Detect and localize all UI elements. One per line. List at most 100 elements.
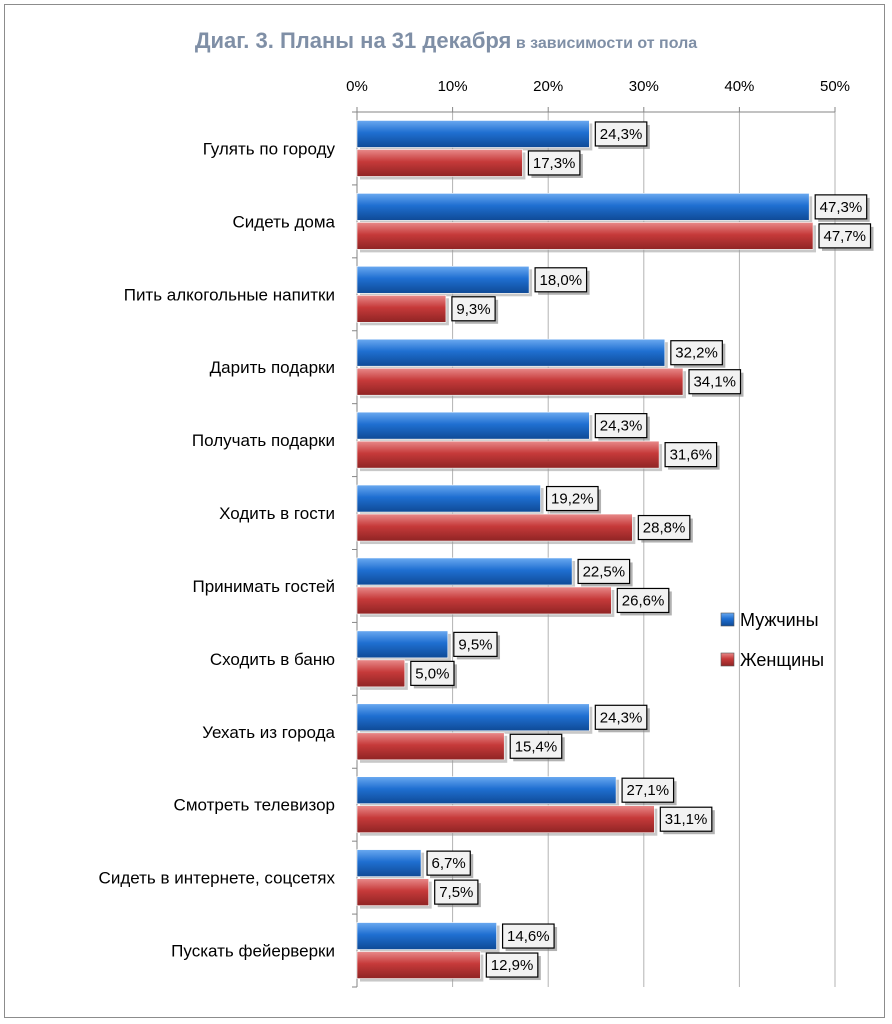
bar-women	[356, 732, 505, 761]
category-label: Уехать из города	[202, 723, 335, 742]
x-tick-label: 30%	[629, 78, 659, 95]
legend-label-women: Женщины	[740, 650, 824, 670]
data-label-box	[485, 952, 539, 978]
bar-men	[356, 703, 590, 732]
axes: 0% 10% 20% 30% 40% 50%	[346, 78, 850, 988]
data-label-box	[594, 413, 648, 439]
data-label: 6,7%	[432, 855, 466, 872]
chart-title: Диаг. 3. Планы на 31 декабря в зависимос…	[0, 28, 892, 54]
x-tick-label: 50%	[820, 78, 850, 95]
data-label: 31,6%	[670, 447, 713, 464]
data-label-box	[410, 660, 455, 686]
data-label-box	[577, 558, 631, 585]
bar-women	[356, 294, 447, 323]
category-label: Пить алкогольные напитки	[124, 285, 335, 304]
data-label: 22,5%	[583, 563, 626, 580]
category-label: Сидеть в интернете, соцсетях	[99, 869, 336, 888]
data-label-box	[434, 879, 479, 905]
bar-men	[356, 193, 810, 221]
data-label-box	[664, 442, 718, 468]
data-label-box	[453, 631, 498, 657]
data-label: 31,1%	[665, 811, 708, 828]
category-label: Ходить в гости	[219, 504, 335, 523]
data-label: 24,3%	[600, 709, 643, 726]
data-label: 12,9%	[491, 957, 534, 974]
bar-women	[356, 659, 406, 688]
data-label: 5,0%	[415, 665, 449, 682]
data-label: 14,6%	[507, 928, 550, 945]
data-label-box	[688, 369, 742, 395]
legend-swatch-men	[720, 612, 735, 627]
data-label-box	[501, 923, 555, 949]
category-label: Гулять по городу	[203, 139, 336, 158]
bar-men	[356, 922, 497, 950]
bar-women	[356, 586, 612, 615]
data-label-box	[594, 704, 648, 730]
category-label: Принимать гостей	[192, 577, 335, 596]
gridlines	[452, 112, 836, 987]
bar-women	[356, 149, 523, 177]
chart-subtitle: в зависимости от пола	[515, 35, 698, 52]
bar-men	[356, 484, 541, 513]
data-label: 18,0%	[540, 272, 583, 289]
data-label-box	[451, 296, 496, 322]
bar-women	[356, 222, 814, 250]
legend: Мужчины Женщины	[720, 610, 824, 670]
data-label-box	[534, 267, 588, 293]
category-label: Пускать фейерверки	[171, 942, 335, 961]
bar-women	[356, 513, 633, 542]
data-label: 19,2%	[551, 491, 594, 508]
bar-men	[356, 120, 590, 148]
data-label: 17,3%	[533, 155, 576, 172]
bar-men	[356, 557, 573, 586]
data-label-box	[670, 340, 723, 366]
data-label: 24,3%	[600, 126, 643, 143]
data-label: 27,1%	[627, 782, 670, 799]
data-label-box	[659, 806, 713, 832]
data-label: 24,3%	[600, 418, 643, 435]
data-label: 9,5%	[458, 636, 492, 653]
category-label: Дарить подарки	[210, 358, 335, 377]
data-label-box	[616, 587, 670, 614]
x-tick-label: 40%	[724, 78, 754, 95]
data-label: 47,3%	[820, 199, 863, 216]
data-label: 32,2%	[675, 345, 718, 362]
bar-women	[356, 878, 429, 906]
data-label-box	[637, 514, 691, 541]
bars	[356, 120, 817, 982]
data-label-box	[621, 777, 675, 803]
bar-men	[356, 849, 422, 877]
bar-women	[356, 951, 481, 979]
data-label: 7,5%	[439, 884, 473, 901]
data-label: 15,4%	[515, 738, 558, 755]
data-label: 26,6%	[622, 592, 665, 609]
x-tick-label: 20%	[533, 78, 563, 95]
legend-label-men: Мужчины	[740, 610, 819, 630]
legend-swatch-women	[720, 652, 735, 667]
bar-men	[356, 265, 530, 294]
data-label-box	[818, 223, 872, 249]
data-label: 28,8%	[643, 520, 686, 537]
data-label-box	[527, 150, 581, 176]
bar-men	[356, 776, 617, 805]
data-label: 34,1%	[693, 374, 736, 391]
x-tick-label: 0%	[346, 78, 368, 95]
data-label-box	[545, 485, 599, 512]
category-label: Получать подарки	[192, 431, 335, 450]
data-label-box	[814, 194, 868, 220]
category-label: Смотреть телевизор	[174, 796, 335, 815]
data-label: 47,7%	[823, 228, 866, 245]
bar-men	[356, 411, 590, 440]
data-label-box	[426, 850, 471, 876]
x-tick-label: 10%	[438, 78, 468, 95]
data-label-box	[594, 121, 648, 147]
bar-men	[356, 338, 666, 367]
category-label: Сидеть дома	[233, 212, 336, 231]
category-label: Сходить в баню	[210, 650, 335, 669]
data-label: 9,3%	[456, 301, 490, 318]
bar-women	[356, 367, 684, 396]
chart-title-main: Диаг. 3. Планы на 31 декабря	[194, 28, 512, 53]
labels: Гулять по городу 24,3% 17,3% Сидеть дома 47,…	[99, 121, 874, 981]
data-label-box	[509, 733, 563, 759]
